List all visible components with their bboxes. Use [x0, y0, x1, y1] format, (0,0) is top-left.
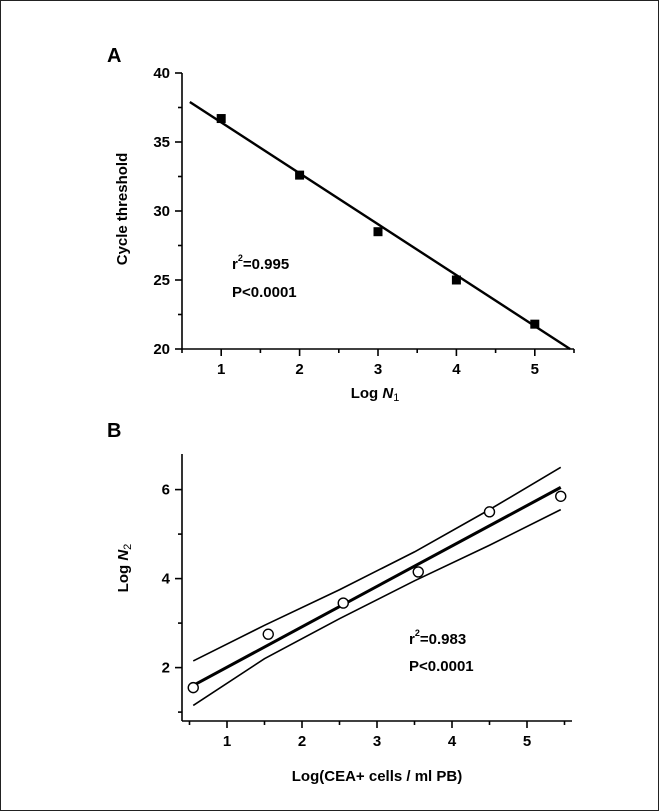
x-tick-label: 5 — [531, 361, 539, 378]
y-tick-label: 40 — [153, 65, 170, 82]
data-point — [337, 597, 349, 609]
regression-line — [192, 486, 562, 687]
x-tick-label: 4 — [452, 361, 461, 378]
data-point — [412, 566, 424, 578]
y-tick-label: 30 — [153, 203, 170, 220]
data-point — [555, 490, 567, 502]
data-point — [187, 681, 199, 694]
data-point — [451, 275, 461, 285]
panel-b-xlabel: Log(CEA+ cells / ml PB) — [292, 768, 462, 785]
y-tick-label: 4 — [162, 571, 171, 588]
y-tick-label: 6 — [162, 482, 170, 499]
ci-upper-line — [192, 466, 562, 662]
panel-a: A 1 2 3 4 5 20 25 30 35 40 r2=0.995 P<0.0001 Log … — [107, 45, 575, 404]
panel-a-xlabel: Log N1 — [351, 385, 400, 404]
data-point — [373, 227, 383, 237]
panel-a-points — [216, 114, 540, 329]
data-point — [530, 319, 540, 329]
panel-b-fit-line — [192, 486, 562, 687]
data-point — [483, 506, 496, 518]
x-tick-label: 2 — [298, 733, 306, 750]
y-tick-label: 35 — [153, 134, 170, 151]
panel-a-axes — [181, 73, 574, 350]
panel-b-letter: B — [107, 420, 121, 442]
y-tick-label: 20 — [153, 341, 170, 358]
panel-a-fit-line — [189, 100, 571, 351]
panel-b-r2: r2=0.983 — [409, 628, 466, 648]
x-tick-label: 1 — [223, 733, 231, 750]
ci-lower-line — [192, 508, 562, 707]
x-tick-label: 5 — [523, 733, 531, 750]
panel-b-points — [187, 490, 567, 694]
y-tick-label: 25 — [153, 272, 170, 289]
panel-a-ylabel: Cycle threshold — [114, 153, 131, 266]
data-point — [216, 114, 226, 124]
regression-line — [189, 100, 571, 351]
y-tick-label: 2 — [162, 660, 170, 677]
data-point — [295, 170, 305, 180]
panel-a-r2: r2=0.995 — [232, 253, 289, 273]
panel-b-confidence-band — [192, 466, 562, 707]
panel-b-p-value: P<0.0001 — [409, 658, 474, 675]
data-point — [262, 628, 274, 640]
x-tick-label: 2 — [295, 361, 303, 378]
panel-a-ticks: 1 2 3 4 5 20 25 30 35 40 — [153, 65, 575, 378]
panel-a-letter: A — [107, 45, 121, 67]
x-tick-label: 1 — [217, 361, 225, 378]
x-tick-label: 3 — [373, 733, 381, 750]
panel-b-ticks: 1 2 3 4 5 2 4 6 — [162, 482, 566, 750]
x-tick-label: 3 — [374, 361, 382, 378]
panel-a-p-value: P<0.0001 — [232, 284, 297, 301]
x-tick-label: 4 — [448, 733, 457, 750]
panel-b-ylabel: Log N2 — [115, 544, 134, 593]
panel-b: B 1 2 3 4 5 2 4 6 r2=0.983 P<0.0001 Log(CEA+ ce… — [107, 420, 572, 785]
